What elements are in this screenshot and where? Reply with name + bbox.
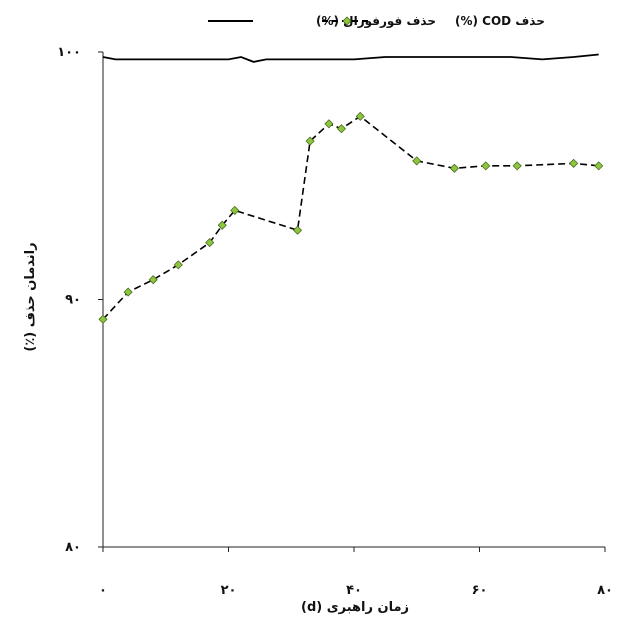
axes: ۰ ۲۰ ۴۰ ۶۰ ۸۰ ۸۰ ۹۰ ۱۰۰ xyxy=(57,45,613,598)
data-point xyxy=(569,158,579,168)
legend-item-cod: حذف COD (%) xyxy=(322,14,545,28)
data-point xyxy=(305,136,315,146)
legend: حذف فورفورال (%) حذف COD (%) xyxy=(208,14,545,29)
series-line-1 xyxy=(102,115,599,320)
data-point xyxy=(412,156,422,166)
data-point xyxy=(449,163,459,173)
y-tick-label: ۸۰ xyxy=(65,540,81,555)
x-tick-label: ۶۰ xyxy=(472,583,488,598)
x-tick-label: ۸۰ xyxy=(597,583,613,598)
x-tick-label: ۴۰ xyxy=(346,583,362,598)
data-point xyxy=(292,225,303,235)
series-line-0 xyxy=(102,53,599,63)
legend-label-cod: حذف COD (%) xyxy=(455,14,545,28)
legend-item-furfural: حذف فورفورال (%) xyxy=(208,14,436,29)
data-point xyxy=(148,275,158,285)
data-point xyxy=(594,161,604,171)
x-axis-title: زمان راهبری (d) xyxy=(301,600,409,615)
data-point xyxy=(123,287,133,297)
x-tick-label: ۰ xyxy=(99,583,107,598)
data-point xyxy=(98,314,108,324)
data-point xyxy=(336,124,347,134)
legend-marker-cod xyxy=(342,16,352,26)
y-tick-label: ۹۰ xyxy=(65,293,81,308)
y-tick-label: ۱۰۰ xyxy=(57,45,81,60)
data-point xyxy=(173,260,183,270)
data-point xyxy=(205,238,215,248)
x-tick-label: ۲۰ xyxy=(221,583,237,598)
data-point xyxy=(230,205,240,215)
data-point xyxy=(512,161,522,171)
series-layer xyxy=(98,53,604,324)
data-point xyxy=(355,111,365,121)
data-point xyxy=(324,119,334,129)
data-point xyxy=(217,220,227,230)
y-axis-title: راندمان حذف (٪) xyxy=(23,242,38,351)
data-point xyxy=(481,161,491,171)
